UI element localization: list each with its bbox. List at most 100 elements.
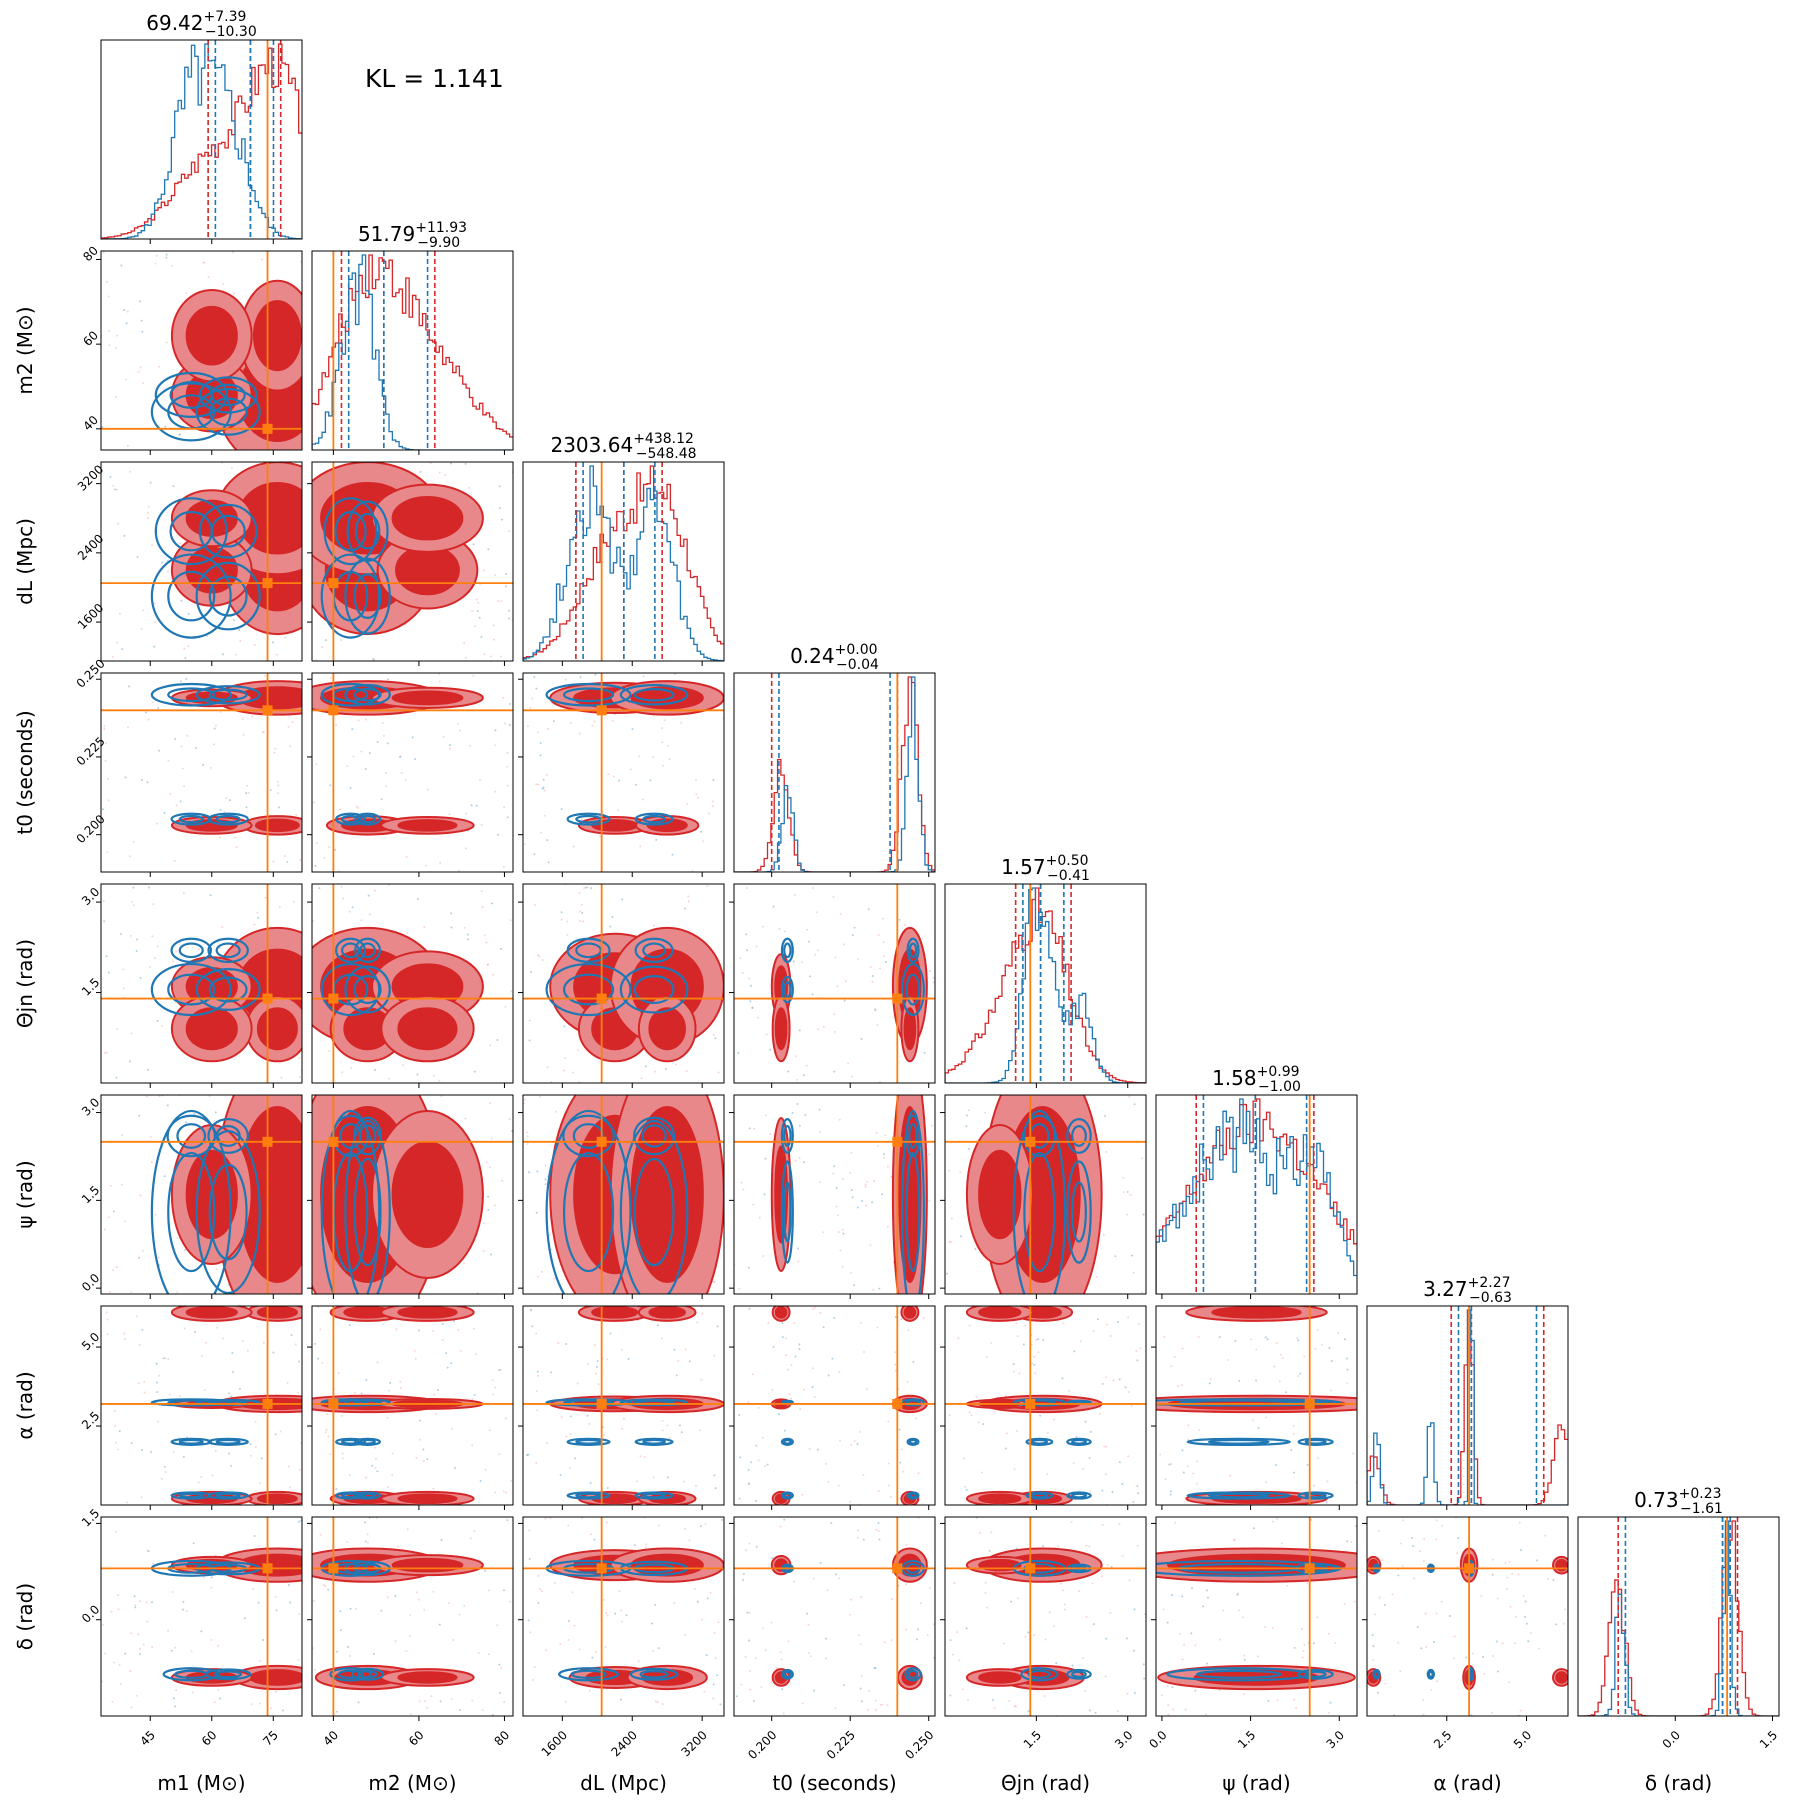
sample-point xyxy=(1172,1708,1175,1711)
sample-point xyxy=(111,655,114,658)
sample-point xyxy=(505,1491,508,1494)
sample-point xyxy=(114,1425,117,1428)
hist-series-1 xyxy=(734,676,935,872)
sample-point xyxy=(544,1178,547,1181)
sample-point xyxy=(1316,1328,1319,1331)
panel-title: 1.58+0.99 −1.00 xyxy=(1212,1064,1301,1095)
sample-point xyxy=(527,1619,530,1622)
sample-point xyxy=(1018,1372,1021,1375)
histogram-delta xyxy=(1578,1517,1779,1716)
sample-point xyxy=(1181,1658,1184,1661)
panel-frame xyxy=(311,1516,514,1717)
sample-point xyxy=(849,1500,852,1503)
sample-point xyxy=(1524,1600,1527,1603)
sample-point xyxy=(566,933,569,936)
panel-frame xyxy=(522,1305,725,1506)
sample-point xyxy=(1071,1664,1074,1667)
sample-point xyxy=(484,1569,487,1572)
sample-point xyxy=(1104,1114,1107,1117)
sample-point xyxy=(467,938,470,941)
sample-point xyxy=(130,1632,133,1635)
sample-point xyxy=(219,808,222,811)
contour-theta-psi xyxy=(945,1095,1146,1294)
sample-point xyxy=(131,900,134,903)
sample-point xyxy=(1105,1150,1108,1153)
sample-point xyxy=(190,1650,193,1653)
sample-point xyxy=(764,1649,767,1652)
contour-b xyxy=(208,1163,248,1261)
sample-point xyxy=(606,1486,609,1489)
sample-point xyxy=(1027,1710,1030,1713)
sample-point xyxy=(528,1171,531,1174)
sample-point xyxy=(1121,1482,1124,1485)
sample-point xyxy=(213,1701,216,1704)
sample-point xyxy=(965,1489,968,1492)
contour-b xyxy=(167,1151,216,1273)
sample-point xyxy=(811,1307,814,1310)
sample-point xyxy=(484,1468,487,1471)
sample-point xyxy=(683,1634,686,1637)
sample-point xyxy=(1276,1699,1279,1702)
sample-point xyxy=(783,1429,786,1432)
panel-title: 69.42+7.39 −10.30 xyxy=(146,9,256,40)
sample-point xyxy=(479,1480,482,1483)
contour-b xyxy=(174,1669,209,1679)
contour-b xyxy=(1030,1438,1049,1445)
sample-point xyxy=(1103,1445,1106,1448)
sample-point xyxy=(851,1196,854,1199)
sample-point xyxy=(158,1095,161,1098)
contour-b xyxy=(359,1438,376,1445)
sample-point xyxy=(701,1312,704,1315)
sample-point xyxy=(749,1000,752,1003)
sample-point xyxy=(438,680,441,683)
sample-point xyxy=(1196,1460,1199,1463)
sample-point xyxy=(295,813,298,816)
sample-point xyxy=(589,1533,592,1536)
contour-b xyxy=(1304,1670,1327,1678)
truth-marker xyxy=(328,1563,339,1574)
sample-point xyxy=(557,1341,560,1344)
sample-point xyxy=(505,572,508,575)
contour-b xyxy=(195,685,261,705)
sample-point xyxy=(491,1713,494,1716)
sample-point xyxy=(819,1311,822,1314)
sample-point xyxy=(1538,1647,1541,1650)
sample-point xyxy=(889,1495,892,1498)
sample-point xyxy=(1010,1600,1013,1603)
sample-point xyxy=(263,674,266,677)
sample-point xyxy=(757,1406,760,1409)
sample-point xyxy=(754,1657,757,1660)
contour-b xyxy=(357,1670,378,1679)
sample-point xyxy=(1098,1412,1101,1415)
contour-psi-alpha xyxy=(1156,1306,1357,1505)
sample-point xyxy=(154,1213,157,1216)
sample-point xyxy=(890,1639,893,1642)
sample-point xyxy=(702,840,705,843)
sample-point xyxy=(414,758,417,761)
sample-point xyxy=(406,1528,409,1531)
sample-point xyxy=(644,1065,647,1068)
sample-point xyxy=(1012,1370,1015,1373)
contour-b xyxy=(780,1437,794,1446)
sample-point xyxy=(701,1618,704,1621)
sample-point xyxy=(564,1700,567,1703)
sample-point xyxy=(335,723,338,726)
y-tick-label: 3.0 xyxy=(79,885,102,908)
sample-point xyxy=(656,1324,659,1327)
sample-point xyxy=(777,1413,780,1416)
sample-point xyxy=(703,1690,706,1693)
sample-point xyxy=(827,1480,830,1483)
sample-point xyxy=(432,1590,435,1593)
sample-point xyxy=(680,721,683,724)
y-tick-label: 0.200 xyxy=(74,812,108,846)
sample-point xyxy=(483,934,486,937)
sample-point xyxy=(1255,1348,1258,1351)
sample-point xyxy=(233,292,236,295)
sample-point xyxy=(219,836,222,839)
sample-point xyxy=(618,1590,621,1593)
sample-point xyxy=(882,917,885,920)
sample-point xyxy=(1397,1574,1400,1577)
sample-point xyxy=(405,855,408,858)
sample-point xyxy=(721,1518,724,1521)
sample-point xyxy=(1116,1710,1119,1713)
